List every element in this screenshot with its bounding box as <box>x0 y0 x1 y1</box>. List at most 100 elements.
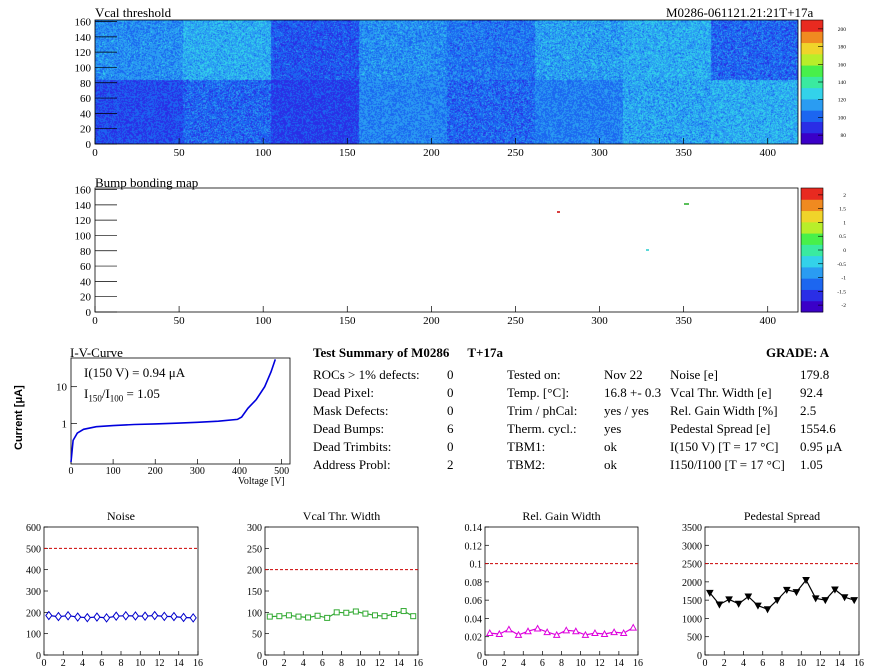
chart-point <box>773 597 782 605</box>
summary-right-row-label: I(150 V) [T = 17 °C] <box>670 439 779 454</box>
vcal-palette-swatch <box>801 132 823 145</box>
chart-series-line <box>48 614 194 619</box>
chart-point <box>754 602 762 610</box>
chart-xtick-label: 8 <box>559 658 564 669</box>
summary-mid-row-label: Tested on: <box>507 367 561 382</box>
bump-palette-swatch <box>801 300 823 313</box>
chart-point <box>314 612 321 619</box>
chart-xtick-label: 10 <box>576 658 586 669</box>
chart-xtick-label: 8 <box>339 658 344 669</box>
chart-xtick-label: 10 <box>356 658 366 669</box>
vcal-palette-tick-label: 200 <box>838 27 847 33</box>
module-label: M0286-061121.21:21T+17a <box>666 5 814 20</box>
chart-xtick-label: 12 <box>595 658 605 669</box>
iv-xtick-label: 100 <box>106 466 121 477</box>
chart-series-line <box>489 627 634 636</box>
chart-ytick-label: 300 <box>26 587 41 598</box>
vcal-map-frame <box>94 19 799 145</box>
chart-point <box>400 608 407 615</box>
iv-xlabel: Voltage [V] <box>238 476 285 487</box>
summary-right-row-label: Rel. Gain Width [%] <box>670 403 778 418</box>
bump-map-xtick-label: 50 <box>174 315 186 327</box>
chart-point <box>333 609 340 616</box>
vcal-palette-tick-label: 160 <box>838 62 847 68</box>
chart-point <box>562 626 571 634</box>
vcal-map-xtick-label: 0 <box>92 147 98 159</box>
bump-map-xtick-label: 400 <box>759 315 776 327</box>
vcal-map-ytick-label: 140 <box>75 32 92 44</box>
ratio-sub-100: 100 <box>109 393 124 404</box>
chart-title: Pedestal Spread <box>743 509 821 523</box>
chart-xtick-label: 8 <box>119 658 124 669</box>
chart-ytick-label: 0.04 <box>465 614 483 625</box>
chart-ytick-label: 0.14 <box>465 523 483 534</box>
chart-point <box>811 595 820 603</box>
chart-xtick-label: 14 <box>174 658 184 669</box>
vcal-palette-swatch <box>801 31 823 44</box>
chart-xtick-label: 16 <box>413 658 423 669</box>
chart-point <box>543 628 551 636</box>
bump-palette-swatch <box>801 233 823 245</box>
summary-left-row-value: 0 <box>447 403 454 418</box>
vcal-palette-swatch <box>801 53 823 66</box>
vcal-map-xtick-label: 300 <box>591 147 608 159</box>
chart-ytick-label: 0.12 <box>465 541 483 552</box>
chart-ytick-label: 0 <box>36 651 41 662</box>
vcal-map-xtick-label: 400 <box>759 147 776 159</box>
chart-point <box>102 613 111 623</box>
chart-xtick-label: 4 <box>521 658 526 669</box>
summary-mid-row-value: ok <box>604 439 617 454</box>
chart-xtick-label: 0 <box>42 658 47 669</box>
bump-palette-tick-label: 0.5 <box>839 234 846 240</box>
chart-point <box>792 589 801 597</box>
bump-map-frame <box>94 187 799 313</box>
chart-point <box>600 629 609 637</box>
summary-right-row-value: 1554.6 <box>800 421 836 436</box>
bump-map-ytick-label: 140 <box>75 200 92 212</box>
bump-palette-swatch <box>801 244 823 257</box>
vcal-threshold-map <box>95 20 798 144</box>
chart-xtick-label: 2 <box>282 658 287 669</box>
vcal-map-ytick-label: 160 <box>75 17 92 29</box>
chart-xtick-label: 14 <box>394 658 404 669</box>
chart-point <box>802 577 810 585</box>
vcal-palette-swatch <box>801 20 823 32</box>
vcal-map-ytick-label: 100 <box>75 62 92 74</box>
bump-palette-swatch <box>801 221 823 234</box>
chart-xtick-label: 12 <box>155 658 165 669</box>
chart-point <box>122 610 130 621</box>
summary-right-row-value: 0.95 μA <box>800 439 843 454</box>
summary-right-row-label: Vcal Thr. Width [e] <box>670 385 772 400</box>
chart-point <box>179 612 188 623</box>
summary-right-row-value: 179.8 <box>800 367 830 382</box>
iv-annotation-current: I(150 V) = 0.94 μA <box>84 365 186 380</box>
chart-xtick-label: 14 <box>835 658 845 669</box>
bump-palette-tick-label: 1.5 <box>839 207 846 213</box>
chart-xtick-label: 16 <box>193 658 203 669</box>
vcal-map-ytick-label: 20 <box>80 124 92 136</box>
chart-point <box>552 630 561 638</box>
chart-point <box>581 630 590 638</box>
chart-ytick-label: 1500 <box>682 596 702 607</box>
chart-point <box>410 613 417 620</box>
chart-frame <box>264 526 419 656</box>
iv-curve-line <box>70 359 277 463</box>
vcal-map-xtick-label: 350 <box>675 147 692 159</box>
chart-ytick-label: 0 <box>477 651 482 662</box>
chart-point <box>189 613 197 623</box>
chart-point <box>610 628 618 636</box>
summary-mid-row-value: 16.8 +- 0.3 <box>604 385 662 400</box>
chart-ytick-label: 300 <box>247 523 262 534</box>
ratio-sub-150: 150 <box>88 393 102 404</box>
bump-palette-tick-label: -0.5 <box>837 262 846 268</box>
bump-palette-swatch <box>801 199 823 212</box>
chart-point <box>285 612 292 619</box>
summary-title-text: Test Summary of M0286 <box>313 345 450 360</box>
bump-palette-tick-label: 2 <box>843 193 846 199</box>
chart-point <box>295 613 302 620</box>
chart-title: Rel. Gain Width <box>522 509 601 523</box>
chart-xtick-label: 4 <box>80 658 85 669</box>
iv-xtick-label: 200 <box>148 466 163 477</box>
summary-tag: T+17a <box>467 345 503 360</box>
vcal-map-ytick-label: 80 <box>80 78 92 90</box>
